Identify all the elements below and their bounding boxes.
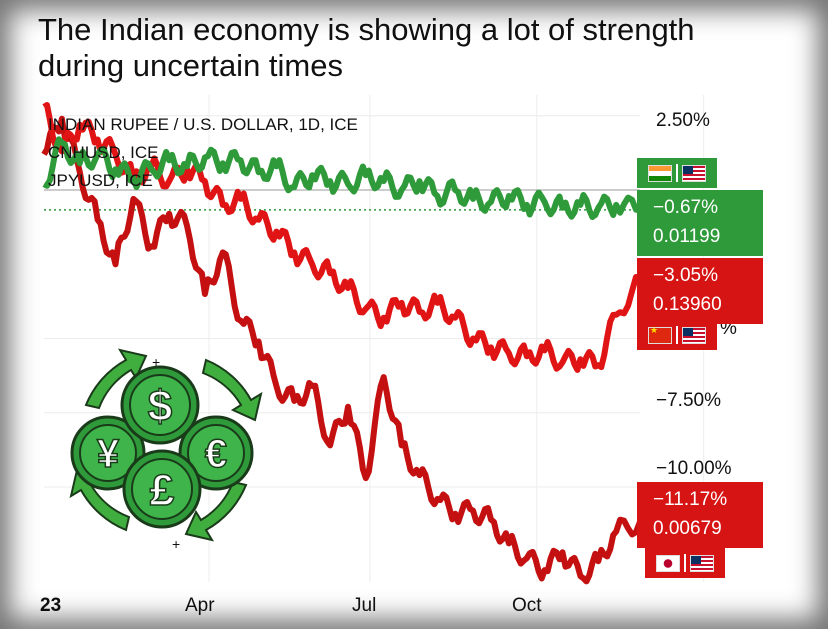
- last-price-inr: 0.01199: [653, 226, 721, 247]
- svg-text:+: +: [152, 354, 160, 370]
- last-change-inr: −0.67%: [653, 197, 718, 218]
- last-price-jpy: 0.00679: [653, 518, 722, 539]
- y-tick-label: −10.00%: [656, 458, 732, 479]
- svg-text:+: +: [172, 536, 180, 552]
- series-line-inr-usd: [42, 136, 641, 220]
- flag-pair-cnh-usd: [637, 320, 717, 350]
- exchange-arrows-icon: [69, 348, 263, 542]
- euro-coin-icon: €: [178, 415, 254, 491]
- chart-series: [41, 102, 643, 585]
- flag-pair-inr-usd: [637, 158, 717, 188]
- last-value-tag-inr: −0.67% 0.01199: [637, 190, 763, 256]
- us-flag-icon: [682, 326, 706, 344]
- series-line-jpy-usd: [41, 115, 643, 585]
- last-change-jpy: −11.17%: [653, 489, 728, 510]
- x-tick-label: Jul: [352, 595, 377, 616]
- svg-text:¥: ¥: [97, 432, 120, 476]
- last-value-tag-cnh: −3.05% 0.13960: [637, 258, 763, 324]
- x-tick-label: Apr: [185, 595, 215, 616]
- y-tick-label: −7.50%: [656, 390, 721, 411]
- x-tick-label: 23: [40, 595, 62, 616]
- india-flag-icon: [648, 164, 672, 182]
- series-label-cnh: CNHUSD, ICE: [48, 143, 159, 162]
- page-title: The Indian economy is showing a lot of s…: [38, 12, 695, 83]
- last-price-cnh: 0.13960: [653, 294, 722, 315]
- svg-text:£: £: [150, 466, 175, 515]
- pound-coin-icon: £: [122, 449, 202, 529]
- last-value-tag-jpy: −11.17% 0.00679: [637, 482, 763, 548]
- x-tick-label: Oct: [512, 595, 542, 616]
- china-flag-icon: [648, 325, 672, 344]
- japan-flag-icon: [656, 554, 680, 572]
- dollar-coin-icon: $: [120, 365, 200, 445]
- series-label-inr: INDIAN RUPEE / U.S. DOLLAR, 1D, ICE: [48, 115, 358, 134]
- svg-text:€: €: [205, 432, 227, 476]
- svg-text:$: $: [148, 382, 172, 431]
- us-flag-icon: [690, 554, 714, 572]
- yen-coin-icon: ¥: [70, 415, 146, 491]
- flag-pair-jpy-usd: [645, 548, 725, 578]
- us-flag-icon: [682, 164, 706, 182]
- currency-coins-illustration: ¥ € $ £ + +: [69, 348, 263, 552]
- last-change-cnh: −3.05%: [653, 265, 718, 286]
- y-tick-label: 2.50%: [656, 110, 710, 131]
- series-line-cnh-usd: [42, 102, 643, 373]
- series-label-jpy: JPYUSD, ICE: [48, 171, 153, 190]
